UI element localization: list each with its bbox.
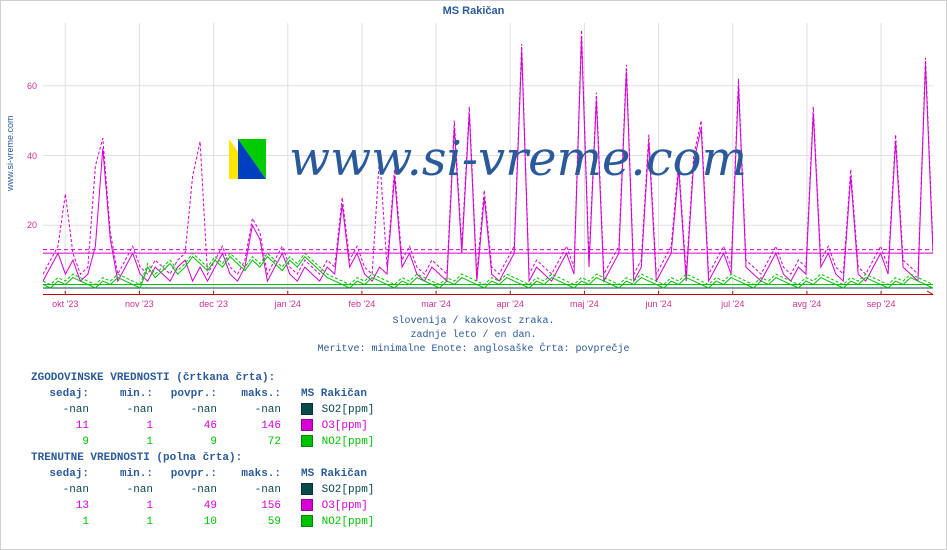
x-tick-label: apr '24	[497, 299, 524, 309]
series-label: SO2[ppm]	[289, 403, 417, 417]
value-cell: 49	[161, 499, 223, 513]
x-tick-label: maj '24	[570, 299, 599, 309]
table-header: ZGODOVINSKE VREDNOSTI (črtkana črta):	[31, 371, 419, 385]
value-cell: -nan	[161, 403, 223, 417]
table-row: -nan-nan-nan-nan SO2[ppm]	[33, 403, 417, 417]
series-label: NO2[ppm]	[289, 435, 417, 449]
x-tick-label: jan '24	[275, 299, 301, 309]
value-cell: 46	[161, 419, 223, 433]
chart-svg	[43, 23, 933, 295]
chart-container: www.si-vreme.com MS Rakičan 204060 www.s…	[0, 0, 947, 550]
table-row: 11146146 O3[ppm]	[33, 419, 417, 433]
table-row: 111059 NO2[ppm]	[33, 515, 417, 529]
legend-swatch	[301, 419, 313, 431]
value-cell: 156	[225, 499, 287, 513]
x-tick-label: mar '24	[421, 299, 451, 309]
col-header: sedaj:	[33, 467, 95, 481]
x-tick-label: sep '24	[867, 299, 896, 309]
y-tick-label: 40	[27, 151, 37, 161]
col-header: sedaj:	[33, 387, 95, 401]
col-header: min.:	[97, 387, 159, 401]
value-cell: 1	[97, 515, 159, 529]
value-table: sedaj:min.:povpr.:maks.:MS Rakičan-nan-n…	[31, 465, 419, 531]
value-cell: 11	[33, 419, 95, 433]
y-tick-label: 60	[27, 81, 37, 91]
value-cell: 1	[97, 435, 159, 449]
x-tick-label: feb '24	[349, 299, 376, 309]
caption-line-3: Meritve: minimalne Enote: anglosaške Črt…	[1, 343, 946, 357]
legend-swatch	[301, 435, 313, 447]
station-label: MS Rakičan	[289, 467, 417, 481]
caption-line-2: zadnje leto / en dan.	[1, 329, 946, 343]
col-header: maks.:	[225, 467, 287, 481]
station-label: MS Rakičan	[289, 387, 417, 401]
value-cell: -nan	[225, 403, 287, 417]
value-table: sedaj:min.:povpr.:maks.:MS Rakičan-nan-n…	[31, 385, 419, 451]
table-row: 13149156 O3[ppm]	[33, 499, 417, 513]
legend-swatch	[301, 403, 313, 415]
series-label: O3[ppm]	[289, 419, 417, 433]
value-cell: 1	[97, 419, 159, 433]
value-cell: -nan	[97, 403, 159, 417]
value-cell: 59	[225, 515, 287, 529]
x-tick-label: okt '23	[52, 299, 78, 309]
captions: Slovenija / kakovost zraka. zadnje leto …	[1, 315, 946, 357]
x-tick-label: dec '23	[199, 299, 228, 309]
legend-swatch	[301, 483, 313, 495]
y-axis-labels: 20 40 60	[1, 23, 39, 295]
value-cell: 1	[97, 499, 159, 513]
col-header: povpr.:	[161, 467, 223, 481]
value-cell: 10	[161, 515, 223, 529]
chart-title: MS Rakičan	[1, 5, 946, 17]
table-header: TRENUTNE VREDNOSTI (polna črta):	[31, 451, 419, 465]
value-cell: -nan	[33, 403, 95, 417]
value-cell: 9	[161, 435, 223, 449]
value-cell: 9	[33, 435, 95, 449]
data-tables: ZGODOVINSKE VREDNOSTI (črtkana črta):sed…	[31, 371, 419, 531]
series-label: O3[ppm]	[289, 499, 417, 513]
col-header: maks.:	[225, 387, 287, 401]
value-cell: 72	[225, 435, 287, 449]
col-header: min.:	[97, 467, 159, 481]
x-tick-label: jun '24	[645, 299, 671, 309]
legend-swatch	[301, 499, 313, 511]
x-tick-label: jul '24	[721, 299, 744, 309]
value-cell: 1	[33, 515, 95, 529]
series-label: NO2[ppm]	[289, 515, 417, 529]
y-tick-label: 20	[27, 220, 37, 230]
value-cell: -nan	[225, 483, 287, 497]
caption-line-1: Slovenija / kakovost zraka.	[1, 315, 946, 329]
value-cell: -nan	[33, 483, 95, 497]
table-row: -nan-nan-nan-nan SO2[ppm]	[33, 483, 417, 497]
value-cell: 146	[225, 419, 287, 433]
table-row: 91972 NO2[ppm]	[33, 435, 417, 449]
series-label: SO2[ppm]	[289, 483, 417, 497]
legend-swatch	[301, 515, 313, 527]
value-cell: -nan	[161, 483, 223, 497]
col-header: povpr.:	[161, 387, 223, 401]
value-cell: -nan	[97, 483, 159, 497]
x-tick-label: avg '24	[793, 299, 822, 309]
x-tick-label: nov '23	[125, 299, 154, 309]
chart-area: www.si-vreme.com	[43, 23, 933, 295]
x-axis-labels: okt '23 nov '23 dec '23 jan '24 feb '24 mar '…	[43, 299, 933, 313]
value-cell: 13	[33, 499, 95, 513]
